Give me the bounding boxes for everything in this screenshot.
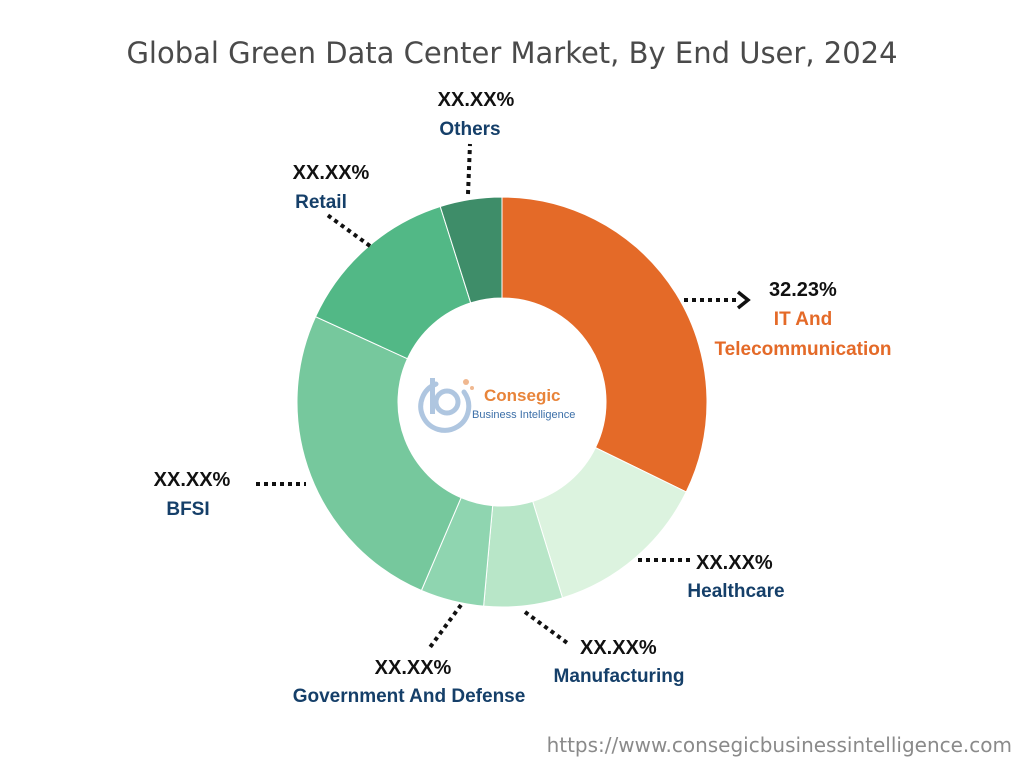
leader-government <box>426 603 463 652</box>
slice-label-it-line2: Telecommunication <box>714 339 891 360</box>
slice-value-it: 32.23% <box>769 279 837 301</box>
slice-value-healthcare: XX.XX% <box>696 552 773 574</box>
slice-value-bfsi: XX.XX% <box>154 469 231 491</box>
slice-value-government: XX.XX% <box>375 657 452 679</box>
slice-label-government: Government And Defense <box>293 686 526 707</box>
logo-mark-icon <box>418 378 474 433</box>
chart-title: Global Green Data Center Market, By End … <box>126 36 897 70</box>
consegic-logo: Consegic Business Intelligence <box>418 378 575 433</box>
slice-value-retail: XX.XX% <box>293 162 370 184</box>
donut-slices <box>296 196 708 608</box>
slice-value-others: XX.XX% <box>438 89 515 111</box>
logo-tagline: Business Intelligence <box>472 409 575 421</box>
slice-label-healthcare: Healthcare <box>687 581 784 602</box>
donut-hole <box>398 298 606 506</box>
leader-lines <box>256 143 751 652</box>
leader-retail <box>324 212 372 248</box>
leader-manufacturing <box>523 610 572 647</box>
slice-label-others: Others <box>439 119 500 140</box>
logo-name: Consegic <box>484 386 561 405</box>
slice-label-bfsi: BFSI <box>166 499 209 520</box>
slice-label-retail: Retail <box>295 192 347 213</box>
footer-url[interactable]: https://www.consegicbusinessintelligence… <box>547 733 1012 757</box>
leader-others <box>466 143 472 195</box>
slice-label-manufacturing: Manufacturing <box>554 666 685 687</box>
arrow-right-icon <box>736 290 751 310</box>
slice-value-manufacturing: XX.XX% <box>580 637 657 659</box>
slice-label-it-line1: IT And <box>774 309 832 330</box>
